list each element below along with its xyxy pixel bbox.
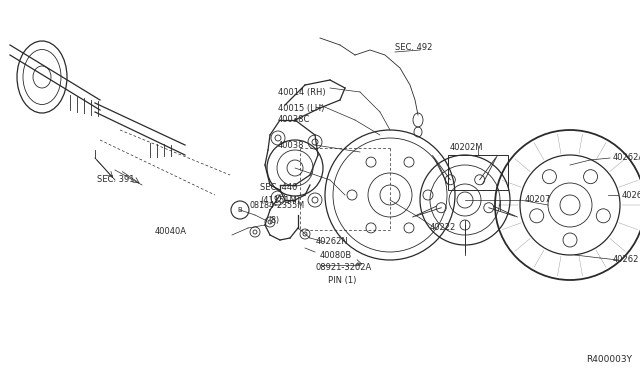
Text: 40207: 40207 (525, 196, 552, 205)
Text: 40262N: 40262N (316, 237, 349, 247)
Text: SEC. 391: SEC. 391 (97, 176, 134, 185)
Text: 08184-2355M: 08184-2355M (250, 201, 305, 209)
Text: 40262: 40262 (613, 256, 639, 264)
Text: 40262A: 40262A (613, 154, 640, 163)
Text: R400003Y: R400003Y (586, 355, 632, 364)
Text: 08921-3202A: 08921-3202A (315, 263, 371, 273)
Text: PIN (1): PIN (1) (328, 276, 356, 285)
Text: 40015 (LH): 40015 (LH) (278, 103, 324, 112)
Text: SEC. 492: SEC. 492 (395, 44, 433, 52)
Text: 40038: 40038 (278, 141, 305, 150)
Text: 40222: 40222 (430, 224, 456, 232)
Text: 40040A: 40040A (155, 228, 187, 237)
Text: B: B (237, 207, 243, 213)
Text: (8): (8) (268, 215, 279, 224)
Text: SEC. 440: SEC. 440 (260, 183, 298, 192)
Text: 40202M: 40202M (450, 144, 483, 153)
Text: 40266: 40266 (622, 190, 640, 199)
Text: 40014 (RH): 40014 (RH) (278, 89, 326, 97)
Text: 40080B: 40080B (320, 250, 352, 260)
Bar (448, 155, 508, 190)
Text: 40038C: 40038C (278, 115, 310, 125)
Text: (41151M): (41151M) (260, 196, 300, 205)
